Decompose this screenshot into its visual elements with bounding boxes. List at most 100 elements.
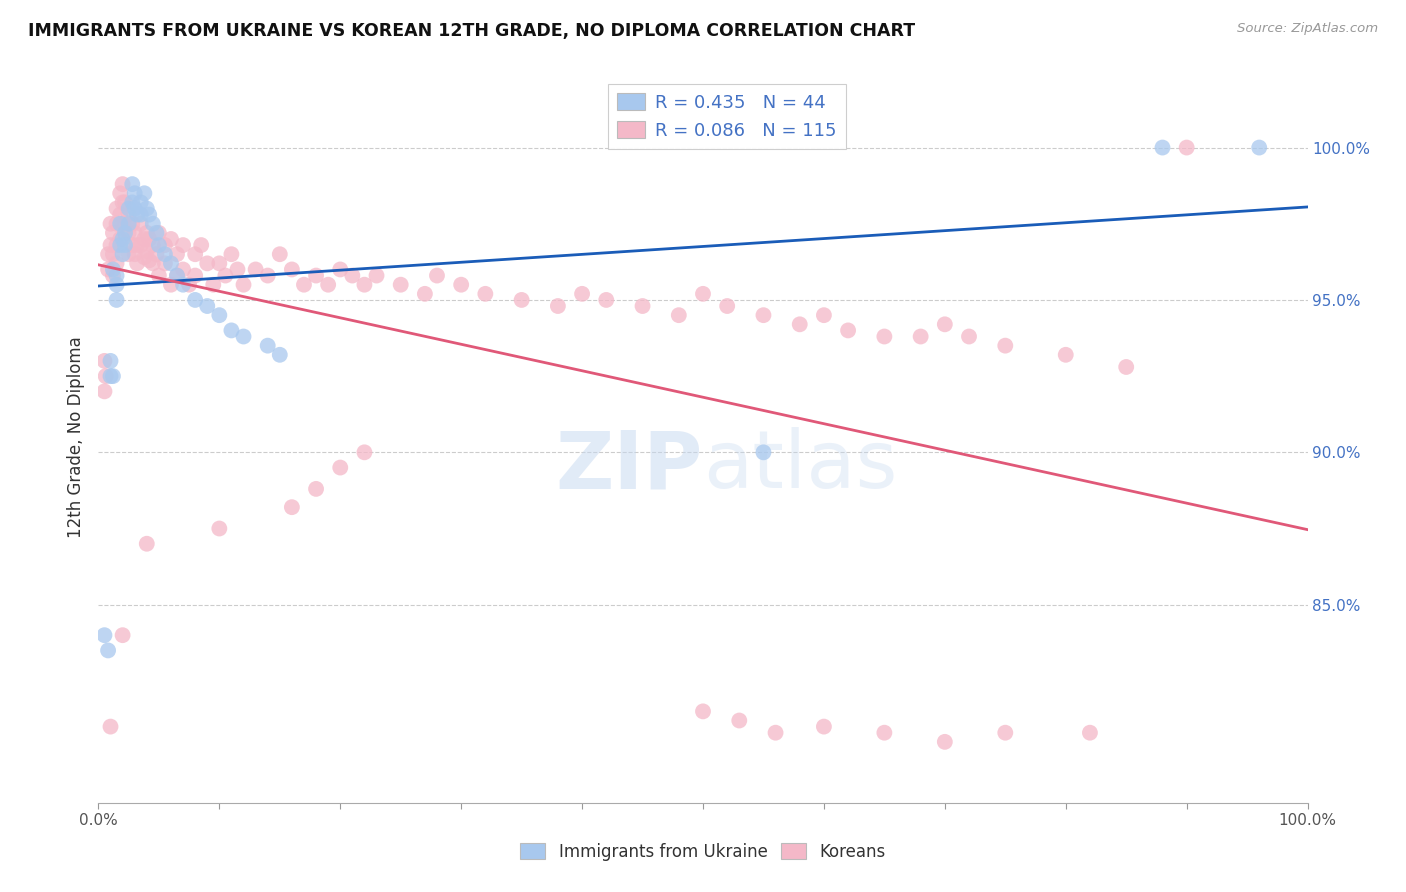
Point (716, 299, 738, 313)
Point (281, 262, 304, 277)
Point (172, 262, 194, 277)
Point (190, 238, 212, 252)
Point (1175, 140, 1198, 154)
Point (329, 460, 352, 475)
Point (124, 247, 146, 261)
Point (108, 217, 131, 231)
Point (100, 720, 122, 734)
Point (172, 277, 194, 292)
Point (142, 217, 165, 231)
Text: ZIP: ZIP (555, 427, 703, 506)
Point (160, 256, 183, 270)
Point (101, 262, 124, 277)
Point (148, 238, 170, 252)
Point (121, 238, 143, 252)
Point (510, 293, 533, 307)
Point (114, 217, 136, 231)
Point (127, 238, 149, 252)
Point (121, 195, 143, 210)
Point (97, 262, 120, 277)
Point (166, 268, 188, 283)
Point (100, 369, 122, 384)
Point (129, 208, 152, 222)
Point (214, 268, 236, 283)
Point (97, 247, 120, 261)
Point (108, 186, 131, 201)
Point (118, 217, 141, 231)
Point (118, 247, 141, 261)
Point (118, 226, 141, 240)
Point (148, 268, 170, 283)
Point (752, 308, 775, 322)
Point (114, 238, 136, 252)
Point (160, 232, 183, 246)
Point (172, 238, 194, 252)
Point (873, 725, 896, 739)
Point (305, 482, 328, 496)
Point (728, 714, 751, 728)
Point (221, 247, 243, 261)
Point (692, 286, 714, 301)
Point (105, 217, 128, 231)
Text: atlas: atlas (703, 427, 897, 506)
Point (145, 226, 167, 240)
Point (813, 720, 835, 734)
Point (101, 268, 124, 283)
Point (118, 202, 141, 216)
Point (366, 268, 388, 283)
Point (184, 247, 207, 261)
Point (342, 268, 364, 283)
Point (195, 256, 218, 270)
Point (93, 628, 115, 642)
Text: IMMIGRANTS FROM UKRAINE VS KOREAN 12TH GRADE, NO DIPLOMA CORRELATION CHART: IMMIGRANTS FROM UKRAINE VS KOREAN 12TH G… (28, 22, 915, 40)
Point (94, 369, 117, 384)
Point (111, 177, 134, 191)
Point (474, 286, 496, 301)
Point (166, 268, 188, 283)
Point (134, 186, 156, 201)
Point (124, 186, 146, 201)
Point (957, 329, 980, 343)
Point (97, 643, 120, 657)
Point (934, 318, 956, 332)
Point (127, 208, 149, 222)
Point (837, 323, 859, 337)
Point (389, 277, 412, 292)
Point (111, 247, 134, 261)
Point (595, 293, 617, 307)
Point (184, 268, 207, 283)
Point (142, 238, 165, 252)
Point (873, 329, 896, 343)
Point (114, 226, 136, 240)
Point (138, 253, 160, 268)
Point (994, 725, 1017, 739)
Point (134, 250, 156, 264)
Point (765, 725, 787, 739)
Point (121, 217, 143, 231)
Point (153, 238, 176, 252)
Point (93, 354, 115, 368)
Point (145, 247, 167, 261)
Point (195, 299, 218, 313)
Y-axis label: 12th Grade, No Diploma: 12th Grade, No Diploma (67, 336, 86, 538)
Point (100, 238, 122, 252)
Point (232, 277, 254, 292)
Point (202, 277, 225, 292)
Point (105, 256, 128, 270)
Point (129, 238, 152, 252)
Point (668, 308, 690, 322)
Point (305, 268, 328, 283)
Point (1249, 140, 1271, 154)
Point (129, 217, 152, 231)
Point (101, 369, 124, 384)
Point (353, 277, 375, 292)
Point (226, 262, 249, 277)
Point (910, 329, 932, 343)
Point (127, 256, 149, 270)
Point (329, 262, 352, 277)
Point (208, 522, 231, 536)
Point (111, 217, 134, 231)
Point (138, 208, 160, 222)
Point (208, 308, 231, 322)
Legend: Immigrants from Ukraine, Koreans: Immigrants from Ukraine, Koreans (513, 837, 893, 868)
